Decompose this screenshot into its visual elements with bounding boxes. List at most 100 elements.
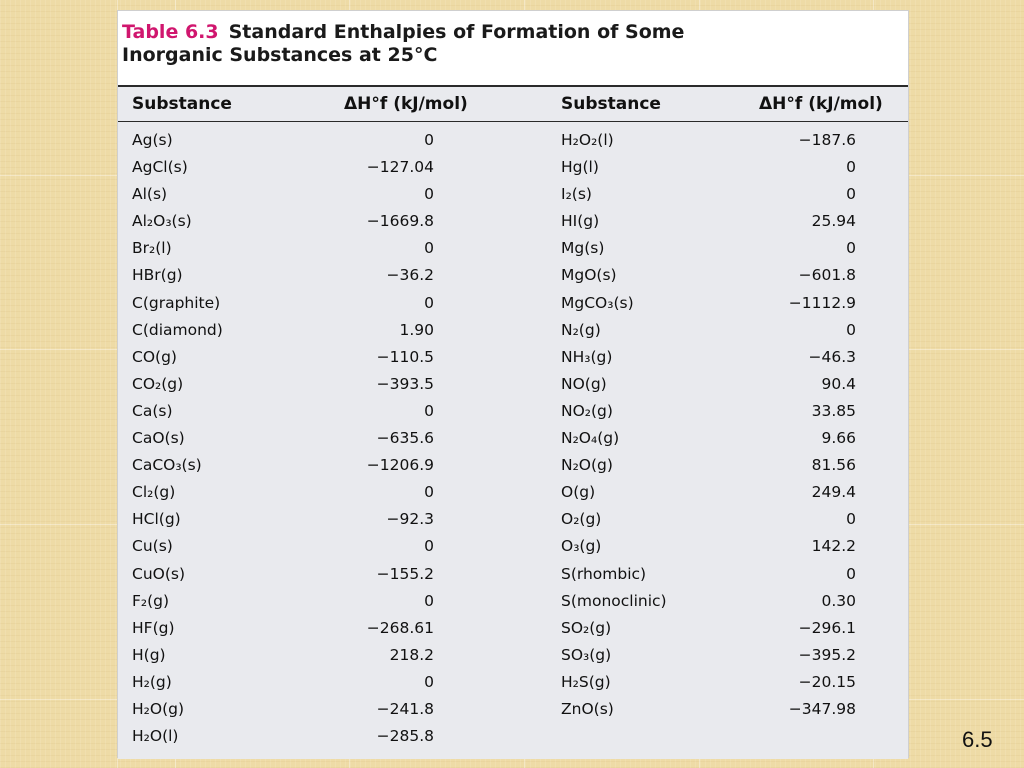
header-enthalpy-right: ΔH°f (kJ/mol) [759,94,883,114]
right-substance: Hg(l) [561,158,599,177]
left-value: −127.04 [366,158,434,177]
table-panel: Table 6.3 Standard Enthalpies of Formatio… [117,10,909,759]
right-substance: NO₂(g) [561,401,613,420]
right-substance: H₂O₂(l) [561,131,614,149]
left-substance: HCl(g) [132,510,181,529]
left-substance: Cl₂(g) [132,483,176,502]
left-substance: CO(g) [132,347,177,366]
left-value: −393.5 [376,374,434,393]
left-substance: CaCO₃(s) [132,456,202,475]
table-number: Table 6.3 [122,21,219,43]
right-value: 33.85 [811,401,856,420]
table-row: Cl₂(g) 0 O(g) 249.4 [118,479,908,506]
left-value: 0 [424,401,434,420]
left-value: 0 [424,672,434,691]
right-value: 0.30 [821,591,856,610]
right-value: 0 [846,510,856,529]
left-substance: H(g) [132,645,166,664]
table-row: AgCl(s) −127.04 Hg(l) 0 [118,154,908,181]
right-substance: NO(g) [561,374,607,393]
table-row: Ca(s) 0 NO₂(g) 33.85 [118,398,908,425]
table-row: C(diamond) 1.90 N₂(g) 0 [118,317,908,344]
header-substance-left: Substance [132,94,232,114]
table-row: CO₂(g) −393.5 NO(g) 90.4 [118,371,908,398]
left-substance: Al₂O₃(s) [132,212,192,231]
right-substance: NH₃(g) [561,347,613,366]
right-substance: I₂(s) [561,185,592,204]
table-row: C(graphite) 0 MgCO₃(s) −1112.9 [118,290,908,317]
table-row: CO(g) −110.5 NH₃(g) −46.3 [118,344,908,371]
left-substance: Br₂(l) [132,239,172,258]
left-value: −285.8 [376,727,434,746]
right-substance: N₂O₄(g) [561,429,620,448]
enthalpy-table: Substance ΔH°f (kJ/mol) Substance ΔH°f (… [118,85,908,759]
right-value: 142.2 [811,537,856,556]
left-substance: Cu(s) [132,537,173,556]
slide-number: 6.5 [962,727,993,752]
left-value: −1206.9 [366,456,434,475]
right-substance: H₂S(g) [561,672,611,691]
right-value: −46.3 [808,347,857,366]
right-value: −296.1 [798,618,856,637]
table-row: CuO(s) −155.2 S(rhombic) 0 [118,561,908,588]
left-substance: F₂(g) [132,591,170,610]
left-substance: CaO(s) [132,429,185,448]
table-body: Ag(s) 0 H₂O₂(l) −187.6 AgCl(s) −127.04 Hg(l) 0… [118,127,908,750]
right-substance: N₂(g) [561,320,601,339]
left-value: −110.5 [376,347,434,366]
left-substance: Ag(s) [132,131,173,149]
left-value: −92.3 [386,510,435,529]
right-value: 90.4 [821,374,856,393]
left-substance: HBr(g) [132,266,183,285]
right-value: 0 [846,239,856,258]
left-substance: H₂O(l) [132,727,179,746]
left-value: −1669.8 [366,212,434,231]
right-value: 0 [846,564,856,583]
table-row: Cu(s) 0 O₃(g) 142.2 [118,533,908,560]
table-row: F₂(g) 0 S(monoclinic) 0.30 [118,588,908,615]
right-value: −1112.9 [788,293,856,312]
left-value: 0 [424,591,434,610]
right-substance: SO₂(g) [561,618,612,637]
right-value: −601.8 [798,266,856,285]
table-title-line2: Inorganic Substances at 25°C [122,44,438,66]
right-substance: Mg(s) [561,239,605,258]
left-substance: H₂(g) [132,672,172,691]
left-value: 0 [424,293,434,312]
left-value: 0 [424,131,434,149]
left-value: 0 [424,239,434,258]
right-value: −395.2 [798,645,856,664]
right-value: 0 [846,158,856,177]
right-substance: SO₃(g) [561,645,612,664]
right-value: −347.98 [788,699,856,718]
right-value: 0 [846,320,856,339]
table-caption: Table 6.3 Standard Enthalpies of Formatio… [122,21,902,67]
left-substance: C(diamond) [132,320,223,339]
left-value: −268.61 [366,618,434,637]
right-substance: HI(g) [561,212,600,231]
right-value: 249.4 [811,483,856,502]
table-title-line1: Standard Enthalpies of Formation of Some [228,21,685,43]
right-substance: ZnO(s) [561,699,614,718]
header-enthalpy-left: ΔH°f (kJ/mol) [344,94,468,114]
left-substance: CO₂(g) [132,374,184,393]
right-value: 0 [846,185,856,204]
left-value: −36.2 [386,266,435,285]
table-row: Al(s) 0 I₂(s) 0 [118,181,908,208]
right-value: −187.6 [798,131,856,149]
right-substance: O₃(g) [561,537,602,556]
right-substance: O(g) [561,483,596,502]
left-value: 218.2 [389,645,434,664]
left-value: −241.8 [376,699,434,718]
table-row: CaO(s) −635.6 N₂O₄(g) 9.66 [118,425,908,452]
header-substance-right: Substance [561,94,661,114]
left-substance: C(graphite) [132,293,221,312]
left-substance: Al(s) [132,185,168,204]
table-row: Br₂(l) 0 Mg(s) 0 [118,235,908,262]
table-row: HCl(g) −92.3 O₂(g) 0 [118,506,908,533]
right-value: −20.15 [798,672,856,691]
table-row: Al₂O₃(s) −1669.8 HI(g) 25.94 [118,208,908,235]
table-row: Ag(s) 0 H₂O₂(l) −187.6 [118,127,908,154]
right-substance: O₂(g) [561,510,602,529]
right-substance: S(rhombic) [561,564,647,583]
